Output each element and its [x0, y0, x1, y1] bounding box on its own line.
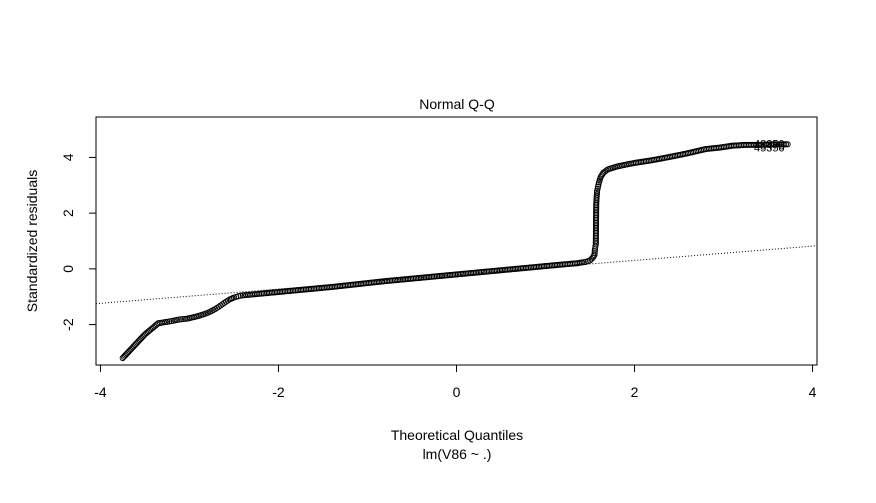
data-point: [591, 248, 598, 255]
y-axis-label: Standardized residuals: [24, 170, 40, 312]
x-tick-label: 4: [809, 384, 817, 400]
point-label: 43350: [754, 138, 785, 150]
data-point: [603, 167, 610, 174]
point-label: 45350: [754, 142, 785, 154]
data-point: [177, 316, 185, 323]
x-axis-sublabel: lm(V86 ~ .): [423, 446, 492, 462]
y-tick-label: 0: [60, 265, 76, 273]
data-point: [237, 292, 244, 299]
point-label: 45470: [754, 141, 785, 153]
x-axis-label: Theoretical Quantiles: [391, 427, 523, 443]
y-tick-label: 2: [60, 209, 76, 217]
x-tick-label: -4: [94, 384, 107, 400]
data-point: [175, 316, 182, 323]
y-tick-label: 4: [60, 153, 76, 161]
data-point: [591, 250, 598, 257]
data-point: [781, 141, 788, 148]
reference-line: [95, 245, 818, 305]
plot-frame: [95, 116, 818, 366]
x-tick-label: 2: [631, 384, 639, 400]
data-point: [593, 189, 601, 196]
chart-title: Normal Q-Q: [419, 96, 495, 112]
y-axis: -2 0 2 4: [60, 153, 97, 331]
data-point: [782, 141, 789, 148]
data-point: [235, 293, 242, 300]
data-point: [593, 191, 600, 198]
x-axis: -4 -2 0 2 4: [94, 364, 817, 400]
x-tick-label: -2: [272, 384, 285, 400]
y-tick-label: -2: [60, 318, 76, 331]
x-tick-label: 0: [453, 384, 461, 400]
data-point: [784, 141, 791, 148]
data-points: [119, 141, 791, 362]
